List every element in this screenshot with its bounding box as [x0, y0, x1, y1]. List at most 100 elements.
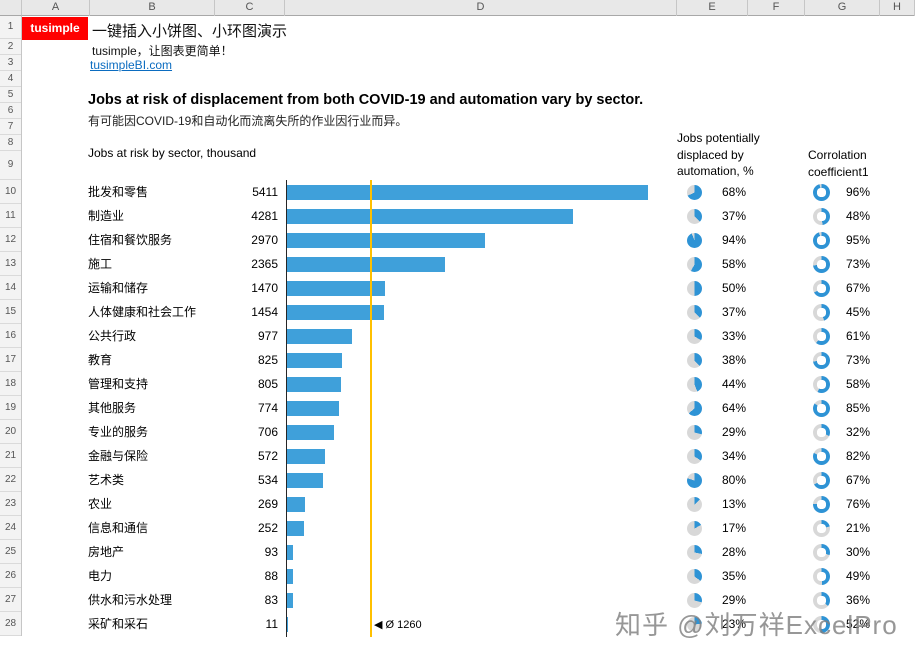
jobs-value-cell[interactable]: 83	[264, 593, 278, 607]
jobs-value-cell[interactable]: 269	[257, 497, 278, 511]
automation-percent-cell[interactable]: 17%	[721, 521, 746, 535]
correlation-percent-cell[interactable]: 67%	[845, 281, 870, 295]
row-header-27[interactable]: 27	[0, 588, 21, 612]
correlation-percent-cell[interactable]: 85%	[845, 401, 870, 415]
column-header-D[interactable]: D	[285, 0, 677, 16]
row-header-26[interactable]: 26	[0, 564, 21, 588]
jobs-value-cell[interactable]: 572	[257, 449, 278, 463]
jobs-value-cell[interactable]: 88	[264, 569, 278, 583]
automation-percent-cell[interactable]: 38%	[721, 353, 746, 367]
row-header-4[interactable]: 4	[0, 71, 21, 87]
automation-percent-cell[interactable]: 58%	[721, 257, 746, 271]
sector-label-cell[interactable]: 农业	[88, 497, 113, 511]
row-header-14[interactable]: 14	[0, 276, 21, 300]
row-header-23[interactable]: 23	[0, 492, 21, 516]
correlation-percent-cell[interactable]: 45%	[845, 305, 870, 319]
sector-label-cell[interactable]: 公共行政	[88, 329, 137, 343]
jobs-value-cell[interactable]: 805	[257, 377, 278, 391]
row-header-10[interactable]: 10	[0, 180, 21, 204]
sector-label-cell[interactable]: 批发和零售	[88, 185, 149, 199]
automation-percent-cell[interactable]: 94%	[721, 233, 746, 247]
jobs-value-cell[interactable]: 4281	[251, 209, 278, 223]
automation-percent-cell[interactable]: 80%	[721, 473, 746, 487]
automation-percent-cell[interactable]: 29%	[721, 593, 746, 607]
column-header-E[interactable]: E	[677, 0, 748, 16]
select-all-corner[interactable]	[0, 0, 22, 16]
row-header-6[interactable]: 6	[0, 103, 21, 119]
row-header-2[interactable]: 2	[0, 39, 21, 55]
sector-label-cell[interactable]: 人体健康和社会工作	[88, 305, 197, 319]
row-header-18[interactable]: 18	[0, 372, 21, 396]
jobs-value-cell[interactable]: 825	[257, 353, 278, 367]
row-header-7[interactable]: 7	[0, 119, 21, 135]
row-header-19[interactable]: 19	[0, 396, 21, 420]
sector-label-cell[interactable]: 管理和支持	[88, 377, 149, 391]
correlation-percent-cell[interactable]: 67%	[845, 473, 870, 487]
jobs-value-cell[interactable]: 5411	[252, 185, 278, 199]
row-header-12[interactable]: 12	[0, 228, 21, 252]
jobs-value-cell[interactable]: 2970	[251, 233, 278, 247]
sector-label-cell[interactable]: 房地产	[88, 545, 125, 559]
correlation-percent-cell[interactable]: 76%	[845, 497, 870, 511]
automation-percent-cell[interactable]: 50%	[721, 281, 746, 295]
correlation-percent-cell[interactable]: 61%	[845, 329, 870, 343]
correlation-percent-cell[interactable]: 21%	[845, 521, 870, 535]
sector-label-cell[interactable]: 采矿和采石	[88, 617, 149, 631]
row-header-22[interactable]: 22	[0, 468, 21, 492]
jobs-value-cell[interactable]: 2365	[251, 257, 278, 271]
automation-percent-cell[interactable]: 28%	[721, 545, 746, 559]
correlation-percent-cell[interactable]: 82%	[845, 449, 870, 463]
website-link[interactable]: tusimpleBI.com	[90, 58, 173, 72]
row-header-3[interactable]: 3	[0, 55, 21, 71]
automation-percent-cell[interactable]: 33%	[721, 329, 746, 343]
jobs-value-cell[interactable]: 977	[257, 329, 278, 343]
column-header-G[interactable]: G	[805, 0, 880, 16]
sector-label-cell[interactable]: 施工	[88, 257, 113, 271]
automation-percent-cell[interactable]: 44%	[721, 377, 746, 391]
sector-label-cell[interactable]: 金融与保险	[88, 449, 149, 463]
automation-percent-cell[interactable]: 34%	[721, 449, 746, 463]
correlation-percent-cell[interactable]: 96%	[845, 185, 870, 199]
automation-percent-cell[interactable]: 23%	[721, 617, 746, 631]
jobs-value-cell[interactable]: 252	[257, 521, 278, 535]
automation-percent-cell[interactable]: 37%	[721, 305, 746, 319]
jobs-value-cell[interactable]: 774	[257, 401, 278, 415]
automation-percent-cell[interactable]: 13%	[721, 497, 746, 511]
automation-percent-cell[interactable]: 64%	[721, 401, 746, 415]
automation-percent-cell[interactable]: 35%	[721, 569, 746, 583]
correlation-percent-cell[interactable]: 58%	[845, 377, 870, 391]
row-header-8[interactable]: 8	[0, 135, 21, 151]
sector-label-cell[interactable]: 教育	[88, 353, 113, 367]
row-header-13[interactable]: 13	[0, 252, 21, 276]
automation-percent-cell[interactable]: 29%	[721, 425, 746, 439]
correlation-percent-cell[interactable]: 48%	[845, 209, 870, 223]
correlation-percent-cell[interactable]: 49%	[845, 569, 870, 583]
automation-percent-cell[interactable]: 68%	[721, 185, 746, 199]
jobs-value-cell[interactable]: 93	[264, 545, 278, 559]
row-header-20[interactable]: 20	[0, 420, 21, 444]
jobs-value-cell[interactable]: 11	[265, 617, 278, 631]
sector-label-cell[interactable]: 住宿和餐饮服务	[88, 233, 173, 247]
jobs-value-cell[interactable]: 534	[257, 473, 278, 487]
sector-label-cell[interactable]: 运输和储存	[88, 281, 149, 295]
correlation-percent-cell[interactable]: 52%	[845, 617, 870, 631]
column-header-H[interactable]: H	[880, 0, 915, 16]
correlation-percent-cell[interactable]: 30%	[845, 545, 870, 559]
sector-label-cell[interactable]: 制造业	[88, 209, 125, 223]
row-header-28[interactable]: 28	[0, 612, 21, 636]
sector-label-cell[interactable]: 信息和通信	[88, 521, 149, 535]
correlation-percent-cell[interactable]: 73%	[845, 257, 870, 271]
row-header-15[interactable]: 15	[0, 300, 21, 324]
jobs-value-cell[interactable]: 1454	[251, 305, 278, 319]
row-header-5[interactable]: 5	[0, 87, 21, 103]
row-header-9[interactable]: 9	[0, 151, 21, 180]
jobs-value-cell[interactable]: 1470	[251, 281, 278, 295]
column-header-C[interactable]: C	[215, 0, 285, 16]
row-header-11[interactable]: 11	[0, 204, 21, 228]
row-header-25[interactable]: 25	[0, 540, 21, 564]
correlation-percent-cell[interactable]: 36%	[845, 593, 870, 607]
jobs-value-cell[interactable]: 706	[257, 425, 278, 439]
row-header-16[interactable]: 16	[0, 324, 21, 348]
correlation-percent-cell[interactable]: 73%	[845, 353, 870, 367]
sector-label-cell[interactable]: 其他服务	[88, 401, 137, 415]
